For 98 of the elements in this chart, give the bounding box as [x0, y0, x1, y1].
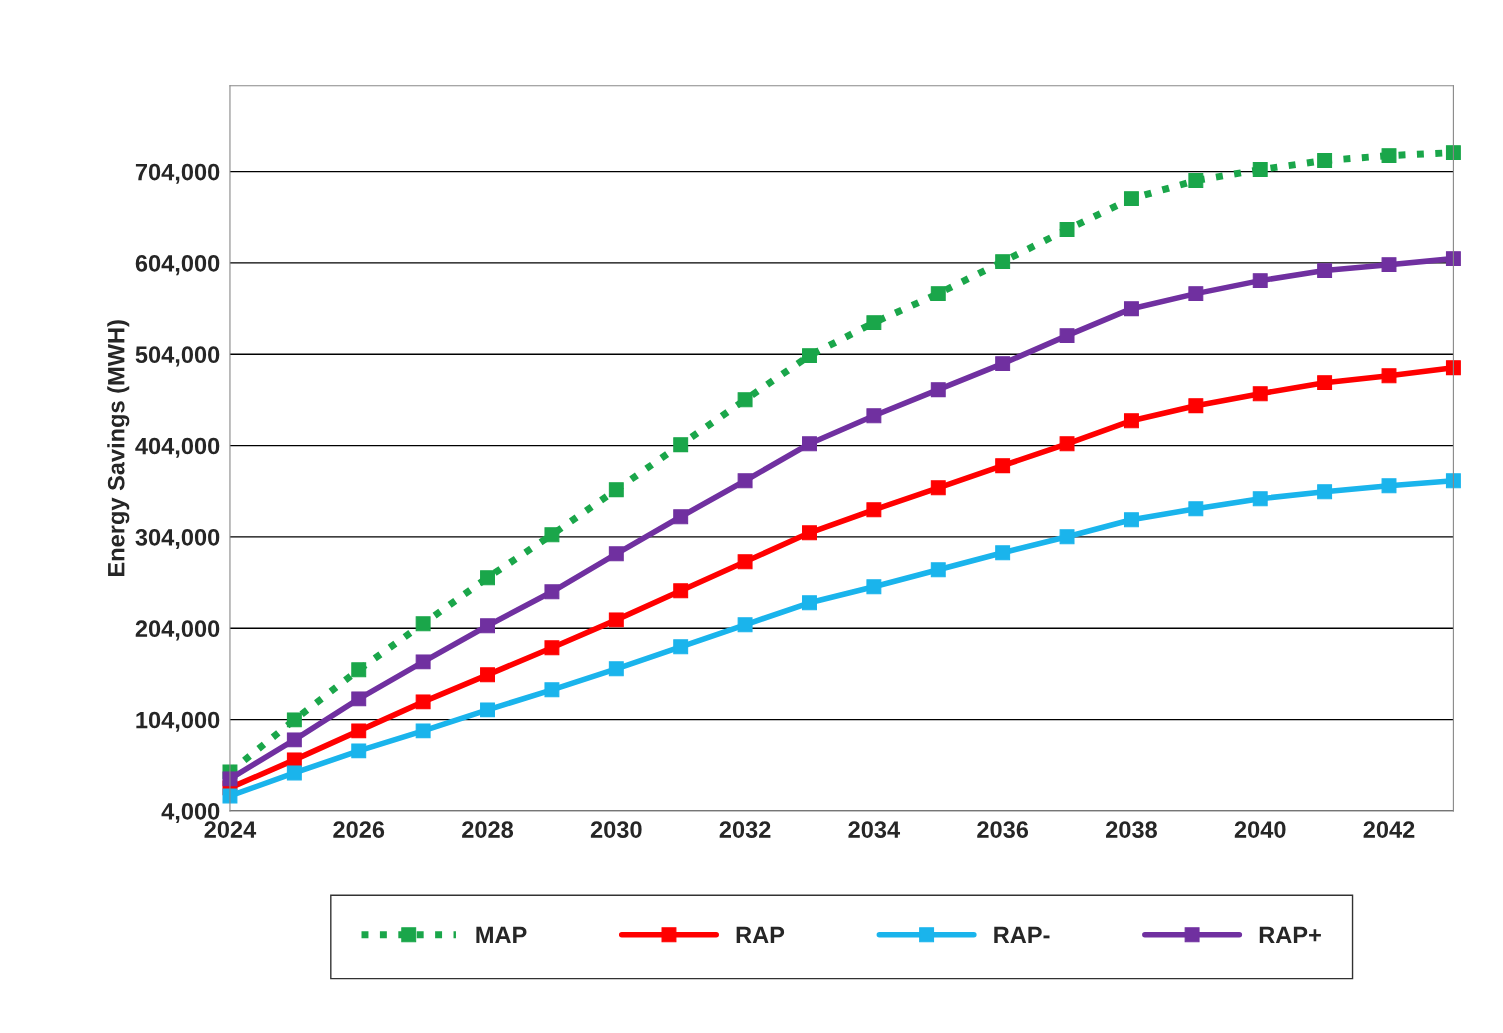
point — [480, 618, 495, 634]
x-tick-label: 2038 — [1106, 821, 1157, 838]
x-tick-label: 2030 — [590, 821, 642, 838]
point — [1188, 286, 1204, 302]
legend-label: MAP — [476, 926, 527, 944]
point — [544, 584, 560, 600]
point — [1059, 222, 1075, 238]
y-tick-label: 104,000 — [136, 711, 220, 732]
point — [351, 691, 367, 707]
point — [1059, 328, 1075, 344]
point — [866, 579, 882, 595]
point — [802, 436, 817, 452]
point — [1123, 512, 1139, 528]
legend-label: RAP — [736, 926, 785, 944]
point — [1252, 162, 1268, 178]
point — [995, 254, 1011, 270]
point — [995, 545, 1011, 561]
point — [866, 408, 882, 424]
point — [351, 743, 367, 759]
y-tick-label: 704,000 — [135, 163, 220, 184]
point — [1445, 473, 1461, 489]
point — [480, 570, 495, 586]
point — [1252, 273, 1268, 289]
y-tick-label: 604,000 — [135, 254, 220, 276]
point — [1317, 375, 1333, 391]
x-tick-label: 2034 — [848, 821, 901, 838]
legend-label: RAP- — [994, 926, 1050, 944]
point — [673, 583, 689, 599]
point — [802, 348, 817, 364]
point — [608, 661, 624, 677]
point — [673, 639, 689, 655]
point — [544, 640, 560, 656]
point — [351, 662, 367, 678]
point — [544, 527, 560, 543]
point — [930, 480, 946, 496]
point — [737, 392, 753, 408]
point — [1059, 436, 1075, 452]
point — [1188, 173, 1204, 188]
point — [415, 654, 431, 670]
x-tick-label: 2024 — [204, 821, 257, 838]
point — [544, 682, 560, 698]
point — [608, 612, 624, 628]
point — [286, 765, 302, 781]
point — [1381, 148, 1397, 164]
point — [608, 546, 624, 562]
point — [737, 617, 753, 633]
point — [1188, 398, 1204, 414]
point — [1123, 413, 1139, 429]
point — [415, 694, 431, 710]
y-tick-label: 404,000 — [135, 437, 220, 458]
point — [995, 458, 1011, 474]
point — [1445, 251, 1461, 267]
point — [673, 437, 689, 453]
y-tick-label: 204,000 — [135, 620, 220, 641]
point — [866, 502, 882, 518]
y-tick-label: 304,000 — [135, 528, 220, 550]
point — [480, 667, 495, 683]
point — [1381, 478, 1397, 494]
point — [802, 595, 817, 611]
x-tick-label: 2026 — [333, 821, 385, 838]
point — [1123, 301, 1139, 317]
point — [1252, 386, 1268, 402]
point — [930, 382, 946, 398]
x-tick-label: 2036 — [977, 821, 1029, 838]
x-tick-label: 2040 — [1234, 821, 1286, 838]
point — [1317, 153, 1333, 168]
point — [802, 525, 817, 541]
point — [608, 482, 624, 498]
point — [930, 286, 946, 302]
point — [737, 554, 753, 570]
point — [737, 473, 753, 489]
x-tick-label: 2032 — [719, 821, 771, 838]
point — [1445, 360, 1461, 376]
y-tick-label: 504,000 — [135, 346, 220, 367]
point — [415, 616, 431, 632]
x-tick-label: 2028 — [462, 821, 514, 838]
point — [1123, 191, 1139, 207]
point — [415, 723, 431, 739]
point — [351, 723, 367, 739]
point — [1381, 368, 1397, 384]
point — [1445, 145, 1461, 161]
point — [866, 315, 882, 331]
point — [1188, 501, 1204, 517]
point — [286, 712, 302, 728]
y-axis-title: Energy Savings (MWH) — [107, 320, 130, 576]
point — [480, 702, 495, 718]
point — [1317, 484, 1333, 500]
legend-label: RAP+ — [1259, 926, 1321, 944]
point — [673, 509, 689, 525]
point — [1381, 257, 1397, 273]
point — [1252, 491, 1268, 507]
y-tick-label: 4,000 — [161, 802, 220, 824]
point — [1059, 529, 1075, 545]
point — [995, 356, 1011, 372]
x-tick-label: 2042 — [1363, 821, 1415, 838]
point — [930, 562, 946, 578]
point — [286, 732, 302, 748]
point — [1317, 263, 1333, 279]
